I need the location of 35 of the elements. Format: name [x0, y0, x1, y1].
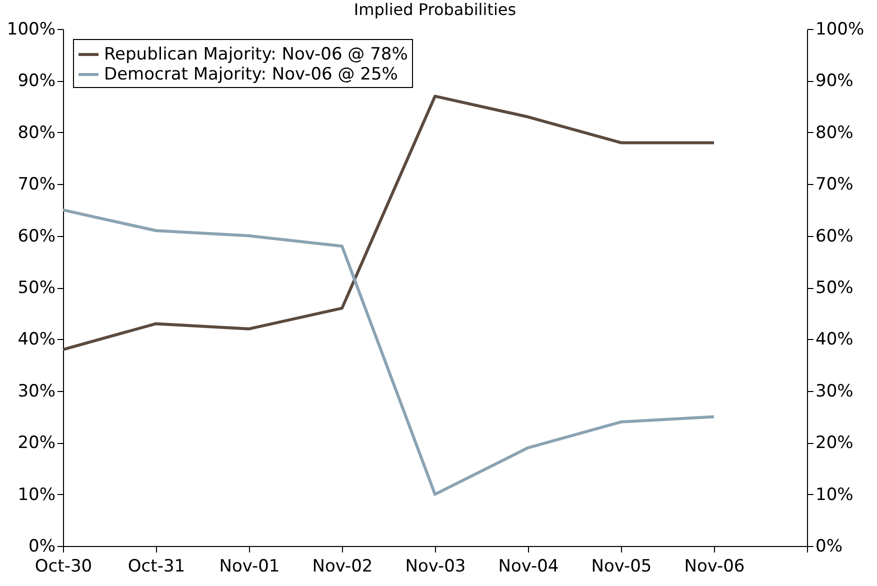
y2-tick-label: 20%	[816, 433, 854, 454]
y2-tick-label: 10%	[816, 484, 854, 505]
y2-tick-label: 100%	[816, 20, 864, 40]
x-tick-label: Nov-06	[684, 556, 745, 576]
x-tick-label: Nov-01	[219, 556, 280, 576]
legend-label: Democrat Majority: Nov-06 @ 25%	[104, 64, 398, 84]
x-tick-label: Nov-03	[405, 556, 466, 576]
y-tick-label: 100%	[6, 20, 56, 40]
y-tick-label: 0%	[28, 536, 56, 556]
y2-tick-label: 60%	[816, 226, 854, 246]
y2-tick-label: 50%	[816, 278, 854, 298]
y2-tick-label: 80%	[816, 122, 854, 143]
y2-tick-label: 0%	[816, 536, 842, 556]
y-tick-label: 60%	[18, 226, 56, 246]
y-tick-label: 20%	[18, 433, 56, 454]
y-tick-label: 50%	[18, 278, 56, 298]
y2-tick-label: 40%	[816, 330, 854, 350]
line-series	[62, 208, 716, 496]
y2-tick-label: 70%	[816, 174, 854, 195]
y-tick-label: 80%	[18, 122, 56, 143]
x-tick-label: Nov-05	[591, 556, 652, 576]
y-tick-label: 40%	[18, 330, 56, 350]
x-tick-label: Nov-04	[498, 556, 559, 576]
x-tick-label: Oct-30	[34, 556, 92, 576]
x-tick-label: Nov-02	[312, 556, 373, 576]
y-tick-label: 70%	[18, 174, 56, 195]
legend-label: Republican Majority: Nov-06 @ 78%	[104, 44, 408, 64]
x-tick-label: Oct-31	[128, 556, 186, 576]
line-series	[62, 94, 716, 352]
chart-title: Implied Probabilities	[354, 0, 516, 19]
y2-tick-label: 90%	[816, 71, 854, 92]
y2-tick-label: 30%	[816, 381, 854, 402]
y-tick-label: 10%	[18, 484, 56, 505]
y-tick-label: 30%	[18, 381, 56, 402]
y-tick-label: 90%	[18, 71, 56, 92]
